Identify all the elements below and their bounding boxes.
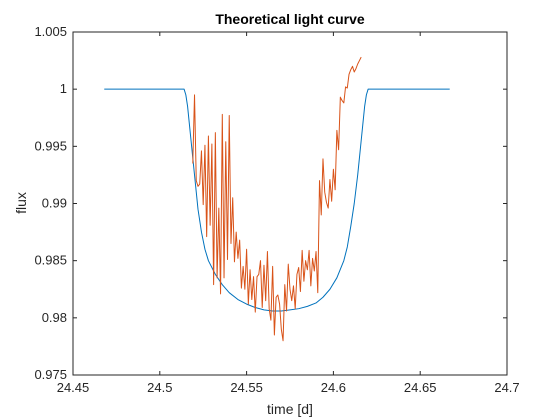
y-tick-label-3: 0.99: [42, 196, 67, 211]
x-tick-label-3: 24.6: [321, 380, 346, 395]
x-tick-label-4: 24.65: [404, 380, 437, 395]
chart-title: Theoretical light curve: [215, 11, 365, 27]
y-axis-label: flux: [13, 192, 29, 214]
x-tick-label-1: 24.5: [147, 380, 172, 395]
axis-layer: 24.45 24.5 24.55 24.6 24.65 24.7 0.975 0.98 0.98…: [34, 24, 519, 395]
y-tick-label-0: 0.975: [34, 367, 67, 382]
x-tick-label-5: 24.7: [494, 380, 519, 395]
plot-area: [73, 32, 507, 375]
y-tick-label-2: 0.985: [34, 253, 67, 268]
y-tick-label-1: 0.98: [42, 310, 67, 325]
series-line-2: [192, 56, 362, 342]
x-axis-label: time [d]: [267, 401, 313, 417]
series-layer: [104, 56, 450, 342]
y-tick-label-4: 0.995: [34, 138, 67, 153]
x-tick-label-0: 24.45: [57, 380, 90, 395]
y-tick-label-6: 1.005: [34, 24, 67, 39]
series-line-1: [104, 88, 450, 312]
y-tick-label-5: 1: [60, 81, 67, 96]
x-tick-label-2: 24.55: [230, 380, 263, 395]
